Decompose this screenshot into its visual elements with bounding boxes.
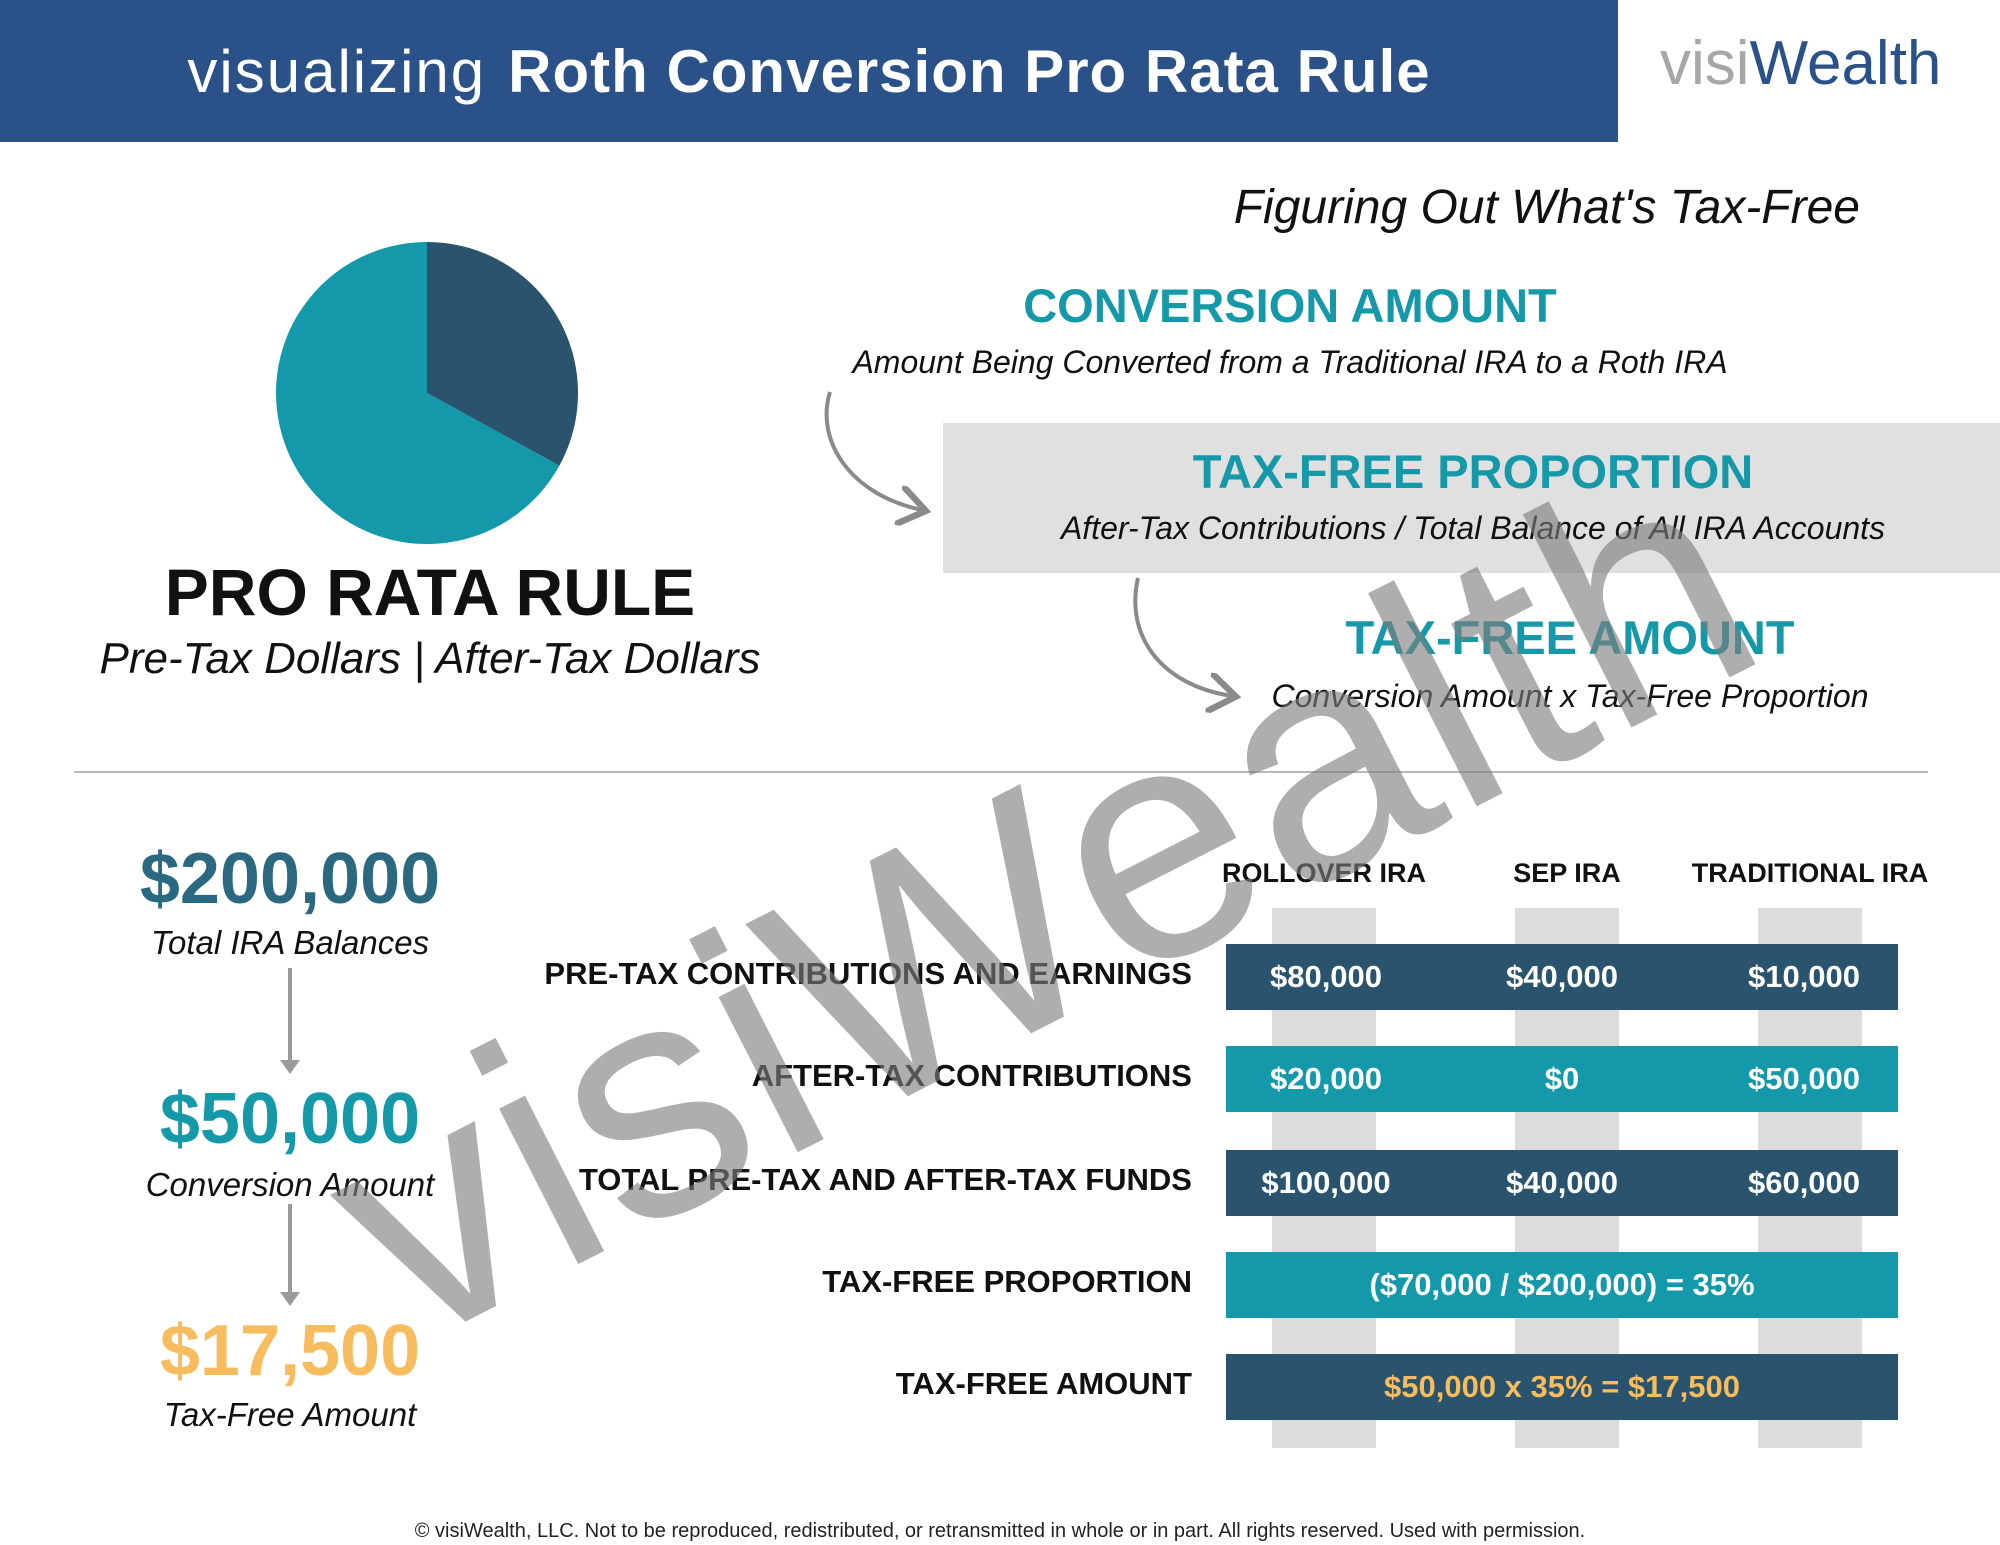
table-row: $100,000 $40,000 $60,000 — [1226, 1150, 1898, 1216]
conversion-amount-heading: CONVERSION AMOUNT — [1023, 279, 1557, 332]
pie-slice-after-tax — [427, 242, 578, 466]
cell-sep-pre-tax: $40,000 — [1505, 959, 1619, 994]
cell-traditional-after-tax: $50,000 — [1747, 1061, 1861, 1096]
total-ira-label: Total IRA Balances — [150, 924, 430, 961]
cell-tax-free-amount: $50,000 x 35% = $17,500 — [1384, 1369, 1740, 1404]
tax-free-proportion-box — [943, 423, 2000, 573]
brand-logo: visiWealth — [1660, 28, 1941, 99]
row-label-total-funds: TOTAL PRE-TAX AND AFTER-TAX FUNDS — [578, 1162, 1192, 1197]
down-arrow-icon — [280, 1292, 300, 1306]
cell-sep-total: $40,000 — [1505, 1165, 1619, 1200]
row-label-after-tax: AFTER-TAX CONTRIBUTIONS — [751, 1058, 1192, 1093]
row-label-tax-free-amount: TAX-FREE AMOUNT — [895, 1366, 1192, 1401]
row-label-tax-free-proportion: TAX-FREE PROPORTION — [822, 1264, 1192, 1299]
table-row: $20,000 $0 $50,000 — [1226, 1046, 1898, 1112]
pro-rata-subtitle: Pre-Tax Dollars | After-Tax Dollars — [99, 634, 761, 683]
title-light: visualizing — [187, 37, 487, 105]
tax-free-amount-heading: TAX-FREE AMOUNT — [1345, 611, 1795, 664]
row-label-pre-tax: PRE-TAX CONTRIBUTIONS AND EARNINGS — [544, 956, 1192, 991]
pro-rata-pie-chart — [276, 242, 578, 544]
down-arrows — [280, 968, 300, 1306]
conversion-amount-description: Amount Being Converted from a Traditiona… — [852, 344, 1728, 380]
table-row: $80,000 $40,000 $10,000 — [1226, 944, 1898, 1010]
column-header-sep-ira: SEP IRA — [1513, 858, 1621, 888]
conversion-label: Conversion Amount — [145, 1166, 435, 1203]
cell-rollover-total: $100,000 — [1261, 1165, 1391, 1200]
curved-arrow-icon — [824, 391, 922, 510]
column-header-rollover-ira: ROLLOVER IRA — [1221, 858, 1426, 888]
logo-text-wealth: Wealth — [1749, 29, 1942, 98]
cell-sep-after-tax: $0 — [1544, 1061, 1580, 1096]
column-header-traditional-ira: TRADITIONAL IRA — [1691, 858, 1929, 888]
tax-free-proportion-description: After-Tax Contributions / Total Balance … — [1060, 510, 1886, 546]
cell-traditional-total: $60,000 — [1747, 1165, 1861, 1200]
cell-rollover-after-tax: $20,000 — [1269, 1061, 1383, 1096]
tax-free-amount-description: Conversion Amount x Tax-Free Proportion — [1271, 678, 1869, 714]
header-banner — [0, 0, 1618, 142]
down-arrow-icon — [280, 1060, 300, 1074]
flow-arrows — [824, 391, 2000, 800]
total-ira-value: $200,000 — [139, 839, 441, 919]
pie-slice-pre-tax — [276, 242, 560, 544]
tax-free-proportion-heading: TAX-FREE PROPORTION — [1192, 445, 1754, 498]
table-row: ($70,000 / $200,000) = 35% — [1226, 1252, 1898, 1318]
tax-free-value: $17,500 — [159, 1311, 421, 1391]
figuring-title: Figuring Out What's Tax-Free — [1233, 181, 1860, 234]
conversion-value: $50,000 — [159, 1079, 421, 1159]
table-row: $50,000 x 35% = $17,500 — [1226, 1354, 1898, 1420]
page-title: visualizing Roth Conversion Pro Rata Rul… — [0, 0, 1618, 142]
cell-rollover-pre-tax: $80,000 — [1269, 959, 1383, 994]
title-bold: Roth Conversion Pro Rata Rule — [508, 37, 1431, 105]
curved-arrow-icon — [1133, 577, 1232, 696]
copyright-footer: © visiWealth, LLC. Not to be reproduced,… — [414, 1520, 1586, 1542]
cell-tax-free-proportion: ($70,000 / $200,000) = 35% — [1369, 1267, 1755, 1302]
pro-rata-title: PRO RATA RULE — [164, 555, 696, 629]
cell-traditional-pre-tax: $10,000 — [1747, 959, 1861, 994]
section-divider — [74, 771, 1928, 773]
tax-free-label: Tax-Free Amount — [163, 1396, 417, 1433]
logo-text-visi: visi — [1660, 29, 1750, 98]
